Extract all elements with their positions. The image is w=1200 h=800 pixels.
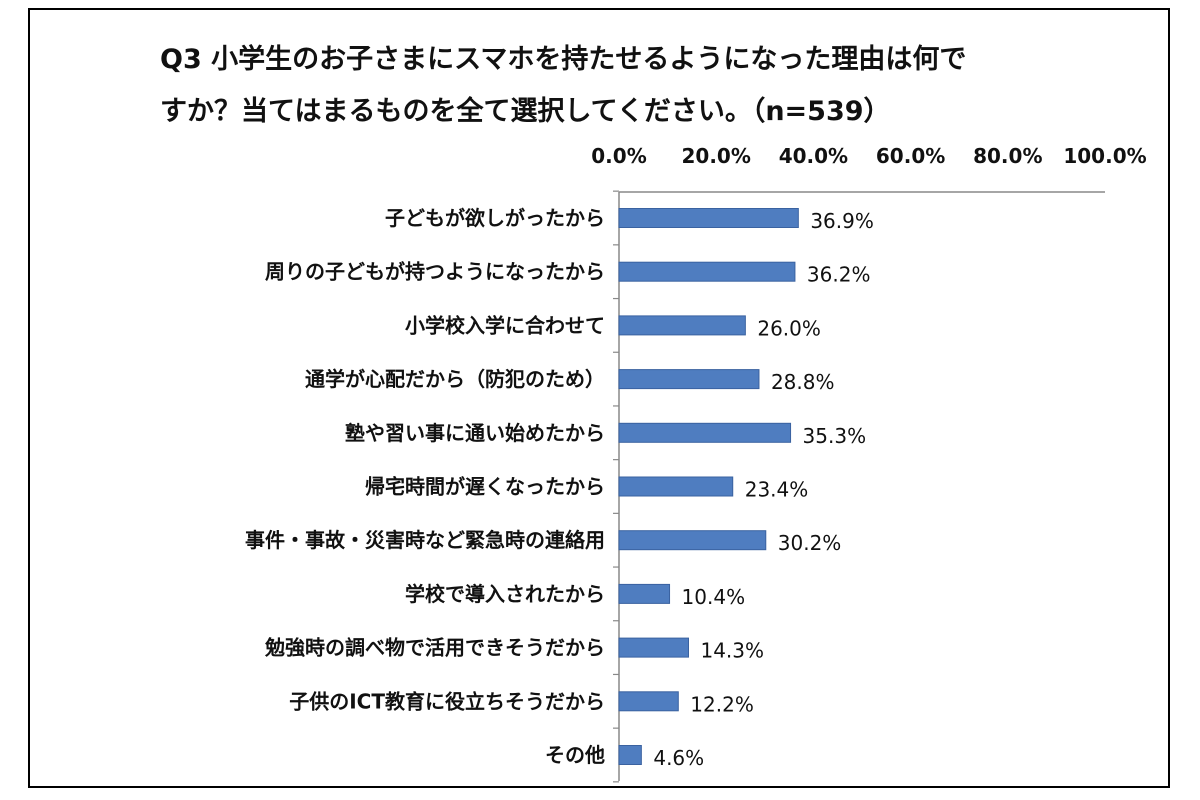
data-label: 14.3% [700, 639, 764, 663]
category-label: 学校で導入されたから [405, 582, 605, 606]
data-label: 12.2% [690, 692, 754, 716]
bar [618, 530, 767, 551]
category-label: その他 [545, 743, 605, 767]
category-label: 勉強時の調べ物で活用できそうだから [264, 636, 605, 660]
category-label: 通学が心配だから（防犯のため） [305, 367, 605, 391]
data-label: 26.0% [757, 316, 821, 340]
bar [618, 745, 642, 765]
data-label: 35.3% [803, 424, 867, 448]
data-label: 28.8% [771, 370, 835, 394]
chart-title-line-2: すか？当てはまるものを全て選択してください。（n=539） [160, 96, 891, 127]
data-label: 23.4% [745, 478, 809, 502]
bar [618, 476, 734, 497]
category-label: 小学校入学に合わせて [405, 313, 605, 337]
category-label: 塾や習い事に通い始めたから [345, 421, 605, 445]
bar [618, 208, 799, 228]
bar [618, 691, 679, 712]
x-tick-label: 0.0% [591, 144, 646, 168]
x-tick-label: 100.0% [1063, 144, 1146, 168]
bar [618, 369, 760, 390]
data-label: 10.4% [682, 585, 746, 609]
bar [618, 315, 746, 336]
chart-title: Q3 小学生のお子さまにスマホを持たせるようになった理由は何で すか？当てはまる… [160, 34, 1080, 138]
category-label: 事件・事故・災害時など緊急時の連絡用 [245, 528, 605, 552]
bar-layer [618, 208, 799, 765]
category-label: 子供のICT教育に役立ちそうだから [289, 689, 605, 713]
x-tick-label: 20.0% [682, 144, 751, 168]
category-label: 帰宅時間が遅くなったから [365, 475, 605, 499]
bar [618, 261, 796, 282]
axis-layer: 0.0% 20.0% 40.0% 60.0% 80.0% 100.0% [591, 144, 1147, 783]
x-tick-label: 80.0% [973, 144, 1042, 168]
data-label: 36.9% [810, 209, 874, 233]
bar [618, 637, 689, 658]
data-label: 30.2% [778, 531, 842, 555]
category-label: 子どもが欲しがったから [385, 206, 605, 230]
label-layer: 子どもが欲しがったから 36.9% 周りの子どもが持つようになったから 36.2% 小学… [245, 206, 874, 770]
category-label: 周りの子どもが持つようになったから [265, 260, 605, 284]
data-label: 4.6% [653, 746, 704, 770]
x-tick-label: 40.0% [779, 144, 848, 168]
chart-frame [28, 8, 1170, 788]
data-label: 36.2% [807, 263, 871, 287]
bar [618, 422, 792, 443]
x-tick-label: 60.0% [876, 144, 945, 168]
chart-title-line-1: Q3 小学生のお子さまにスマホを持たせるようになった理由は何で [160, 44, 967, 75]
bar [618, 583, 671, 604]
